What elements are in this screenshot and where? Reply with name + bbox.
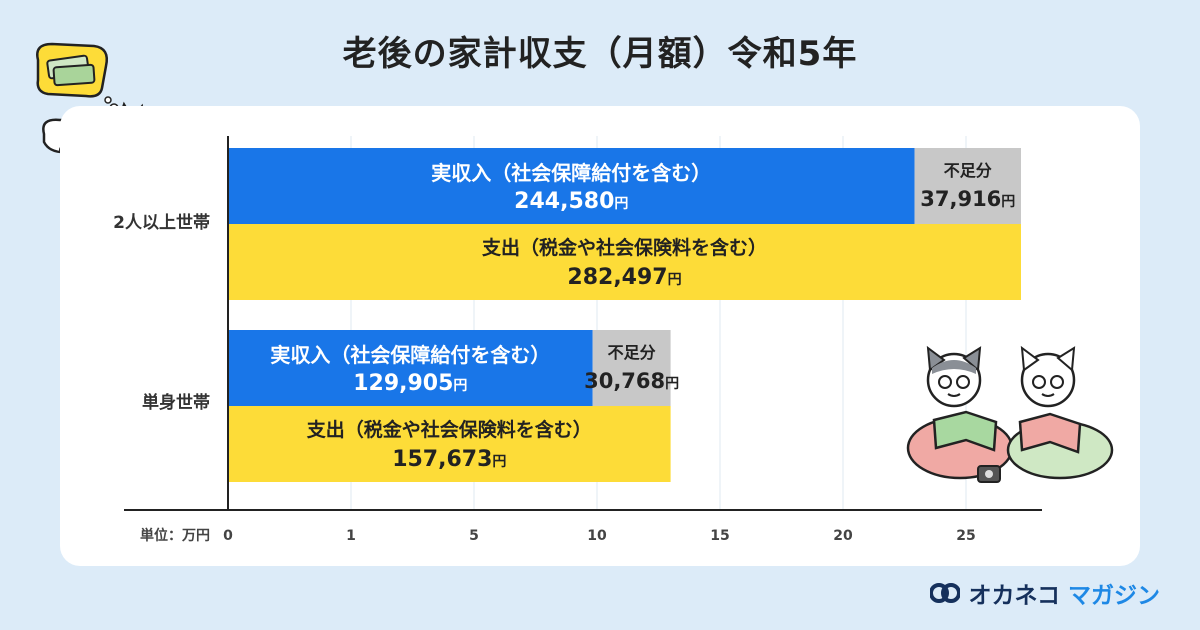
shortfall-label: 不足分	[944, 161, 992, 180]
reading-cats-illustration	[906, 345, 1114, 483]
brand-name-primary: オカネコ	[968, 583, 1060, 609]
logo-icon	[930, 583, 961, 603]
expense-value: 282,497円	[567, 265, 681, 290]
shortfall-bar	[592, 330, 671, 406]
expense-bar	[228, 406, 671, 482]
income-bar	[228, 330, 593, 406]
income-label: 実収入（社会保障給付を含む）	[431, 161, 711, 185]
brand-name-secondary: マガジン	[1068, 583, 1160, 609]
shortfall-label: 不足分	[608, 343, 656, 362]
x-tick-label: 15	[710, 528, 729, 544]
shortfall-bar	[914, 148, 1021, 224]
brand-logo[interactable]: オカネコ マガジン	[930, 576, 1160, 610]
income-value: 129,905円	[353, 371, 467, 396]
shortfall-value: 30,768円	[584, 369, 679, 393]
x-tick-label: 20	[833, 528, 853, 544]
expense-label: 支出（税金や社会保険料を含む）	[481, 236, 767, 259]
x-tick-label: 5	[469, 528, 479, 544]
chart-card: 0 1 5 10 15 20 25 単位：万円 2人以上世帯 実収入（社会保障給付を含む） 244,…	[60, 106, 1140, 566]
x-tick-label: 0	[223, 528, 233, 544]
income-label: 実収入（社会保障給付を含む）	[270, 343, 550, 367]
bar-chart: 0 1 5 10 15 20 25単位：万円2人以上世帯実収入（社会保障給付を含む）244,…	[113, 136, 1042, 544]
unit-label: 単位：万円	[140, 527, 210, 544]
income-bar	[228, 148, 915, 224]
expense-value: 157,673円	[392, 447, 506, 472]
category-label: 単身世帯	[142, 392, 210, 413]
x-tick-label: 25	[956, 528, 975, 544]
x-tick-label: 10	[587, 528, 607, 544]
x-tick-label: 1	[346, 528, 356, 544]
category-label: 2人以上世帯	[113, 212, 210, 233]
expense-bar	[228, 224, 1021, 300]
chart-title: 老後の家計収支（月額）令和5年	[342, 34, 858, 74]
income-value: 244,580円	[514, 189, 628, 214]
expense-label: 支出（税金や社会保険料を含む）	[306, 418, 592, 441]
shortfall-value: 37,916円	[920, 187, 1015, 211]
